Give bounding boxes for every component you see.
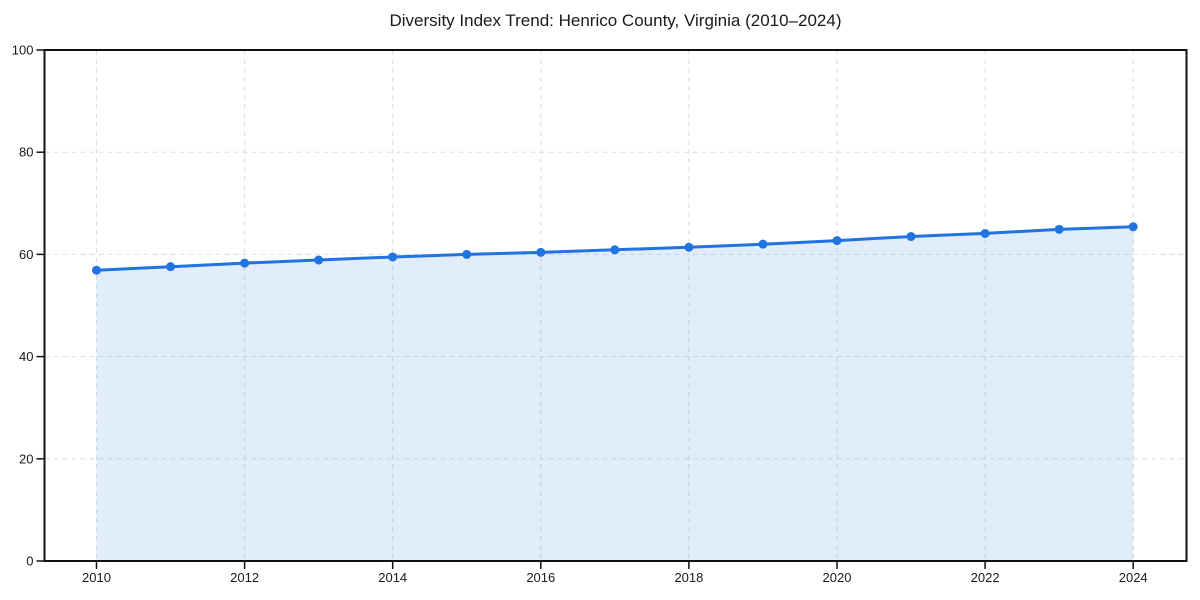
y-tick-label: 0 [26,554,33,569]
y-tick-label: 80 [19,145,33,160]
x-tick-label: 2016 [526,570,555,585]
x-tick-label: 2018 [674,570,703,585]
data-point [1054,224,1064,234]
data-point [388,252,398,262]
x-tick-label: 2012 [230,570,259,585]
x-tick-label: 2020 [823,570,852,585]
y-tick-label: 60 [19,247,33,262]
y-tick-label: 100 [12,43,34,58]
data-point [906,232,916,242]
x-tick-label: 2014 [378,570,407,585]
data-point [1128,222,1138,232]
data-point [684,242,694,252]
data-point [92,265,101,275]
data-point [980,228,990,238]
x-tick-label: 2010 [82,570,111,585]
chart-title: Diversity Index Trend: Henrico County, V… [389,11,842,30]
data-point [166,262,176,272]
area-fill [96,226,1134,562]
y-tick-label: 40 [19,349,33,364]
data-point [462,249,472,259]
x-tick-label: 2022 [971,570,1000,585]
data-point [758,239,768,249]
data-point [240,258,250,268]
data-point [832,236,842,246]
x-tick-label: 2024 [1119,570,1148,585]
y-tick-label: 20 [19,451,33,466]
plot-border [43,49,1188,562]
data-point [610,245,620,255]
data-point [314,255,324,265]
data-point [536,247,546,257]
